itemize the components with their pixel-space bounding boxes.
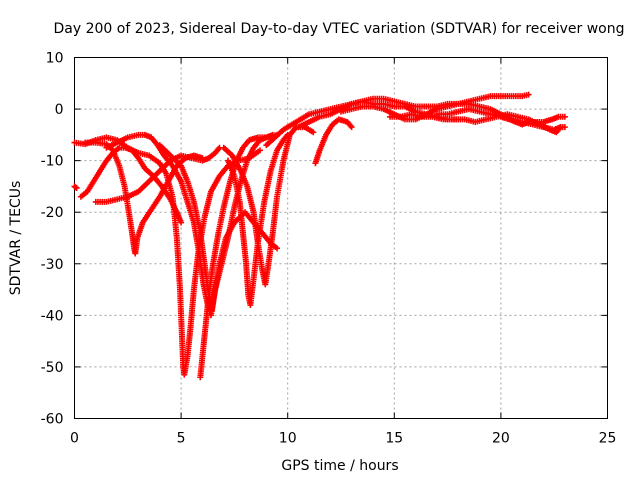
axis-ticks [74, 57, 608, 419]
satellite-track-13 [312, 116, 355, 167]
y-tick-label: -50 [41, 360, 64, 376]
x-tick-label: 25 [599, 431, 617, 447]
data-point [178, 219, 185, 226]
y-tick-label: 10 [46, 51, 64, 67]
y-tick-labels: -60 -50 -40 -30 -20 -10 0 10 [41, 51, 64, 428]
y-tick-label: -60 [41, 412, 64, 428]
data-point [348, 124, 355, 131]
data-point [561, 124, 568, 131]
satellite-track-11 [263, 91, 532, 149]
x-tick-label: 15 [385, 431, 403, 447]
data-point [561, 113, 568, 120]
data-point [256, 147, 263, 154]
x-tick-labels: 0 5 10 15 20 25 [70, 431, 616, 447]
satellite-track-6 [92, 144, 223, 205]
data-point [525, 91, 532, 98]
plot-frame [74, 57, 608, 419]
chart-title: Day 200 of 2023, Sidereal Day-to-day VTE… [54, 21, 625, 37]
y-tick-label: -20 [41, 205, 64, 221]
y-tick-label: 0 [55, 102, 64, 118]
x-tick-label: 5 [177, 431, 186, 447]
y-tick-label: -30 [41, 257, 64, 273]
data-point [310, 129, 317, 136]
y-tick-label: -10 [41, 154, 64, 170]
data-point [73, 184, 80, 191]
y-tick-label: -40 [41, 308, 64, 324]
data-series [71, 91, 568, 381]
x-tick-label: 0 [70, 431, 79, 447]
y-axis-label: SDTVAR / TECUs [8, 181, 24, 296]
data-point [274, 245, 281, 252]
satellite-track-1 [71, 183, 80, 191]
x-tick-label: 10 [279, 431, 297, 447]
satellite-track-10 [220, 124, 317, 288]
x-tick-label: 20 [492, 431, 510, 447]
satellite-track-7 [156, 131, 276, 314]
satellite-track-16 [433, 106, 568, 128]
x-axis-label: GPS time / hours [281, 458, 398, 474]
satellite-track-14 [338, 100, 564, 133]
